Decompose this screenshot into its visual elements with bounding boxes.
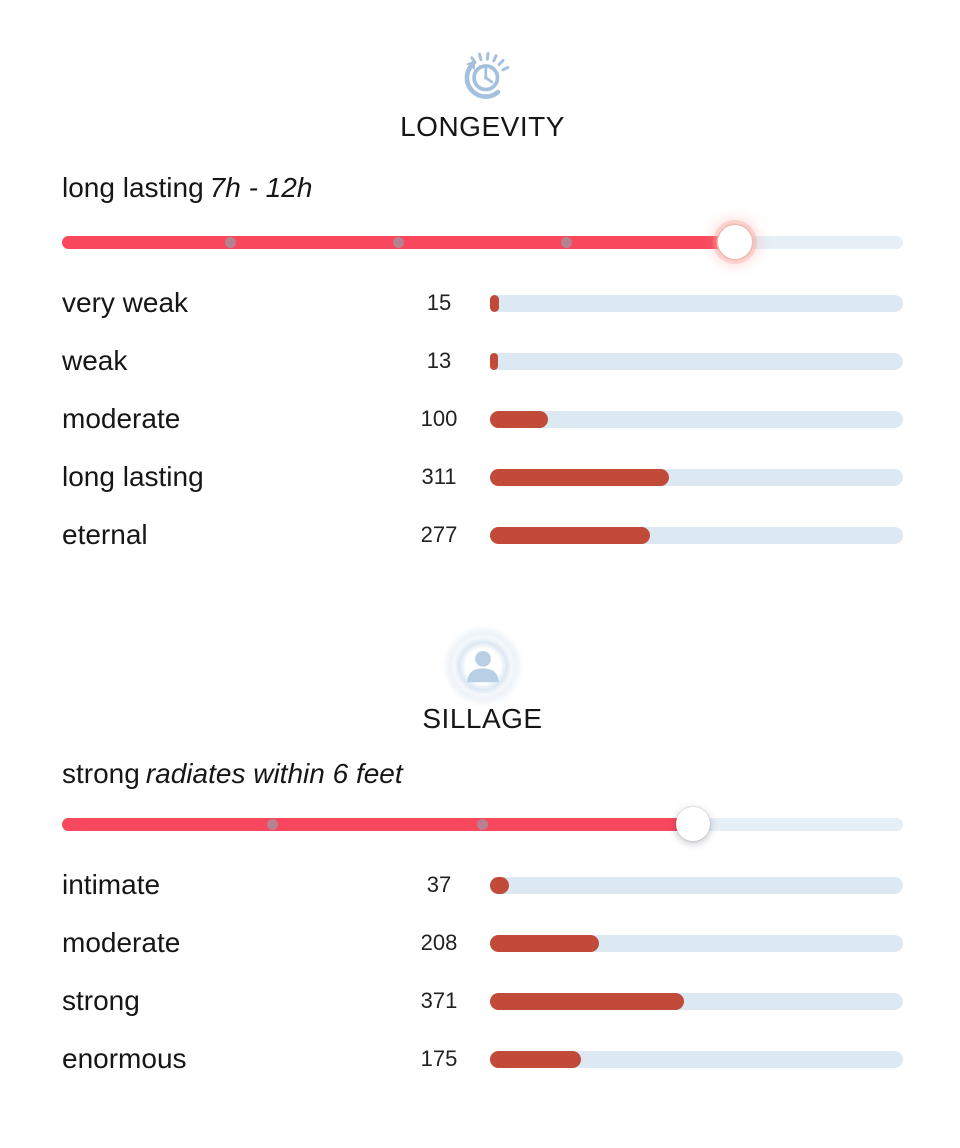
longevity-rows: very weak 15 weak 13 moderate 100 <box>62 274 903 564</box>
sillage-slider-track[interactable] <box>62 807 903 841</box>
longevity-section: LONGEVITY long lasting 7h - 12h very weak… <box>0 44 960 564</box>
vote-label[interactable]: strong <box>62 985 140 1016</box>
vote-count: 100 <box>420 406 458 431</box>
vote-row-eternal[interactable]: eternal 277 <box>62 506 903 564</box>
vote-label[interactable]: enormous <box>62 1043 187 1074</box>
vote-count: 311 <box>421 464 457 489</box>
vote-bar-fill <box>490 876 510 894</box>
longevity-slider[interactable] <box>62 222 903 262</box>
vote-bar <box>490 526 903 544</box>
vote-count: 13 <box>426 348 452 373</box>
vote-bar-fill <box>490 526 650 544</box>
sillage-icon-row <box>62 622 903 710</box>
vote-bar <box>490 992 903 1010</box>
sillage-verdict-detail: radiates within 6 feet <box>145 758 403 789</box>
longevity-verdict-detail: 7h - 12h <box>209 172 313 203</box>
person-sillage-icon <box>466 650 499 683</box>
sillage-slider-fill <box>62 817 693 831</box>
sillage-slider[interactable] <box>62 804 903 844</box>
slider-stop-dot <box>266 818 278 830</box>
vote-count: 208 <box>420 930 458 955</box>
vote-row-very-weak[interactable]: very weak 15 <box>62 274 903 332</box>
vote-label[interactable]: moderate <box>62 927 181 958</box>
vote-bar <box>490 934 903 952</box>
sillage-halo <box>438 622 527 710</box>
slider-stop-dot <box>561 236 573 248</box>
slider-stop-dot <box>477 818 488 830</box>
vote-label[interactable]: intimate <box>62 869 161 900</box>
slider-stop-dot <box>224 236 236 248</box>
clock-history-icon <box>464 51 509 99</box>
vote-bar <box>490 352 903 370</box>
vote-label[interactable]: very weak <box>62 287 189 318</box>
vote-count: 15 <box>426 290 452 315</box>
vote-row-moderate[interactable]: moderate 208 <box>62 914 903 972</box>
vote-count: 277 <box>420 522 458 547</box>
vote-bar-fill <box>490 294 499 312</box>
vote-row-moderate[interactable]: moderate 100 <box>62 390 903 448</box>
vote-row-strong[interactable]: strong 371 <box>62 972 903 1030</box>
vote-row-intimate[interactable]: intimate 37 <box>62 856 903 914</box>
sillage-verdict: strong radiates within 6 feet <box>62 756 903 792</box>
longevity-slider-track[interactable] <box>62 225 903 259</box>
sillage-section: SILLAGE strong radiates within 6 feet int… <box>0 622 960 1088</box>
vote-label[interactable]: long lasting <box>62 461 204 492</box>
vote-row-long-lasting[interactable]: long lasting 311 <box>62 448 903 506</box>
vote-row-enormous[interactable]: enormous 175 <box>62 1030 903 1088</box>
vote-label[interactable]: eternal <box>62 519 148 550</box>
vote-bar <box>490 468 903 486</box>
sillage-title: SILLAGE <box>422 703 543 734</box>
vote-bar-fill <box>490 992 684 1010</box>
longevity-icon-row <box>62 44 903 104</box>
vote-bar-fill <box>490 468 670 486</box>
sillage-slider-thumb[interactable] <box>675 807 710 841</box>
vote-count: 371 <box>420 988 458 1013</box>
vote-count: 37 <box>426 872 452 897</box>
vote-bar-fill <box>490 934 599 952</box>
vote-label[interactable]: moderate <box>62 403 181 434</box>
longevity-title: LONGEVITY <box>400 111 565 142</box>
vote-bar <box>490 876 903 894</box>
vote-count: 175 <box>420 1046 458 1071</box>
vote-label[interactable]: weak <box>62 345 128 376</box>
longevity-slider-thumb[interactable] <box>717 225 752 259</box>
vote-bar-fill <box>490 352 498 370</box>
vote-bar <box>490 294 903 312</box>
vote-bar <box>490 1050 903 1068</box>
vote-row-weak[interactable]: weak 13 <box>62 332 903 390</box>
slider-stop-dot <box>392 236 404 248</box>
vote-bar <box>490 410 903 428</box>
vote-bar-fill <box>490 410 548 428</box>
sillage-verdict-label: strong <box>62 758 140 789</box>
vote-bar-fill <box>490 1050 582 1068</box>
longevity-verdict: long lasting 7h - 12h <box>62 170 903 206</box>
sillage-rows: intimate 37 moderate 208 strong 371 <box>62 856 903 1088</box>
longevity-verdict-label: long lasting <box>62 172 204 203</box>
